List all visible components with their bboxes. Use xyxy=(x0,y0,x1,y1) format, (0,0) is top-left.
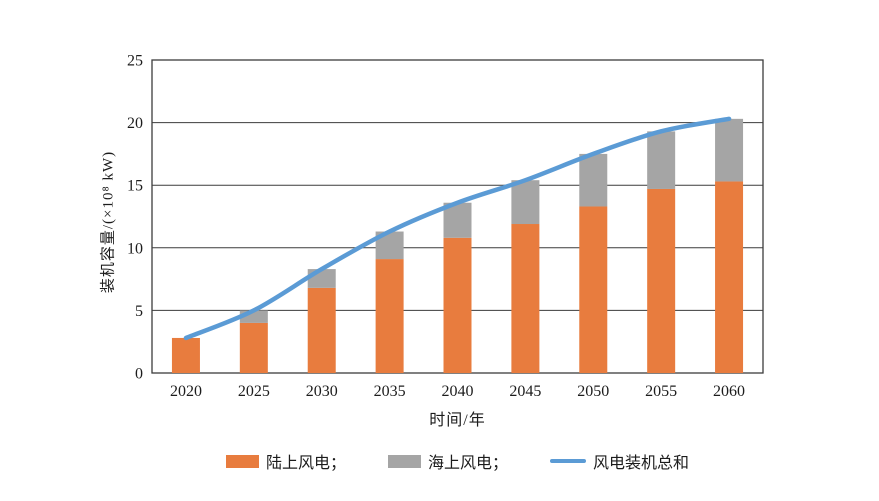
x-tick-label: 2020 xyxy=(170,383,202,400)
legend-item-onshore: 陆上风电； xyxy=(225,449,346,473)
bar-segment-onshore xyxy=(715,181,744,373)
x-tick-label: 2030 xyxy=(306,383,338,400)
bar-segment-offshore xyxy=(511,180,540,225)
legend-item-offshore: 海上风电； xyxy=(387,449,508,473)
x-tick-label: 2040 xyxy=(442,383,474,400)
y-tick-label: 0 xyxy=(135,366,143,383)
bar-segment-onshore xyxy=(239,322,268,373)
legend-label-total-line: 风电装机总和 xyxy=(593,455,690,472)
legend-label-onshore: 陆上风电； xyxy=(265,455,346,472)
bar-segment-onshore xyxy=(443,237,472,373)
x-tick-label: 2025 xyxy=(238,383,270,400)
bar-segment-offshore xyxy=(647,131,676,189)
chart-legend: 陆上风电； 海上风电； 风电装机总和 xyxy=(152,449,763,473)
bar-segment-offshore xyxy=(579,153,608,207)
total-capacity-line xyxy=(183,116,732,341)
y-axis-title: 装机容量/(×10⁸ kW) xyxy=(100,150,117,294)
x-axis-title: 时间/年 xyxy=(429,412,486,429)
y-tick-label: 10 xyxy=(127,240,143,257)
x-tick-label: 2045 xyxy=(509,383,541,400)
bar-segment-onshore xyxy=(375,259,404,373)
bar-segment-onshore xyxy=(511,224,540,373)
x-tick-label: 2055 xyxy=(645,383,677,400)
y-tick-label: 25 xyxy=(127,53,143,70)
x-tick-label: 2060 xyxy=(713,383,745,400)
x-tick-label: 2050 xyxy=(577,383,609,400)
y-tick-label: 15 xyxy=(127,178,143,195)
legend-swatch-total-line xyxy=(550,459,586,463)
legend-label-offshore: 海上风电； xyxy=(427,455,508,472)
legend-swatch-onshore xyxy=(225,454,259,468)
x-tick-label: 2035 xyxy=(374,383,406,400)
bar-segment-onshore xyxy=(579,206,608,373)
y-tick-label: 20 xyxy=(127,115,143,132)
legend-swatch-offshore xyxy=(387,454,421,468)
bar-segment-onshore xyxy=(647,188,676,373)
bar-segment-offshore xyxy=(307,269,336,288)
legend-item-total-line: 风电装机总和 xyxy=(550,449,689,473)
bar-segment-onshore xyxy=(171,337,200,373)
bar-segment-offshore xyxy=(715,118,744,182)
y-tick-label: 5 xyxy=(135,303,143,320)
bar-segment-onshore xyxy=(307,287,336,373)
